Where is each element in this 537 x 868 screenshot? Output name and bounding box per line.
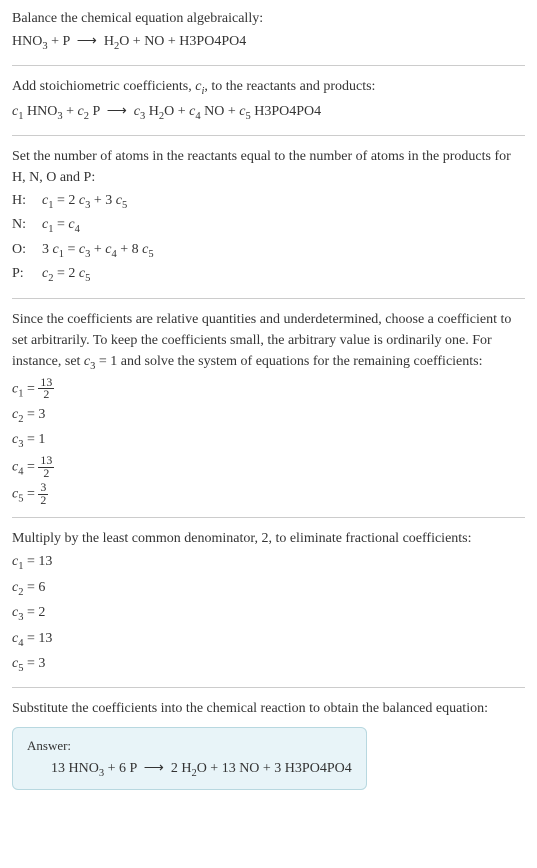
- divider: [12, 65, 525, 66]
- atoms-row: P:c2 = 2 c5: [12, 263, 525, 288]
- atoms-row-value: c1 = c4: [42, 214, 525, 239]
- multiply-intro: Multiply by the least common denominator…: [12, 528, 525, 549]
- atoms-row-value: c1 = 2 c3 + 3 c5: [42, 190, 525, 215]
- intro-equation: HNO3 + P ⟶ H2O + NO + H3PO4PO4: [12, 31, 525, 55]
- atoms-row: H:c1 = 2 c3 + 3 c5: [12, 190, 525, 215]
- divider: [12, 517, 525, 518]
- atoms-row-label: H:: [12, 190, 42, 215]
- atoms-section: Set the number of atoms in the reactants…: [12, 146, 525, 288]
- atoms-row-value: 3 c1 = c3 + c4 + 8 c5: [42, 239, 525, 264]
- intro-section: Balance the chemical equation algebraica…: [12, 8, 525, 55]
- answer-box: Answer: 13 HNO3 + 6 P ⟶ 2 H2O + 13 NO + …: [12, 727, 367, 790]
- stoich-line1: Add stoichiometric coefficients, ci, to …: [12, 76, 525, 100]
- multiply-line: c5 = 3: [12, 653, 525, 677]
- atoms-row-label: P:: [12, 263, 42, 288]
- atoms-row: N:c1 = c4: [12, 214, 525, 239]
- solve-lines: c1 = 132c2 = 3c3 = 1c4 = 132c5 = 32: [12, 377, 525, 508]
- multiply-line: c1 = 13: [12, 551, 525, 575]
- intro-line1: Balance the chemical equation algebraica…: [12, 8, 525, 29]
- divider: [12, 135, 525, 136]
- answer-content: 13 HNO3 + 6 P ⟶ 2 H2O + 13 NO + 3 H3PO4P…: [27, 760, 352, 779]
- solve-intro: Since the coefficients are relative quan…: [12, 309, 525, 375]
- solve-line: c1 = 132: [12, 377, 525, 402]
- solve-line: c5 = 32: [12, 482, 525, 507]
- atoms-row-label: N:: [12, 214, 42, 239]
- multiply-line: c3 = 2: [12, 602, 525, 626]
- multiply-lines: c1 = 13c2 = 6c3 = 2c4 = 13c5 = 3: [12, 551, 525, 677]
- multiply-line: c2 = 6: [12, 577, 525, 601]
- atoms-table: H:c1 = 2 c3 + 3 c5N:c1 = c4O:3 c1 = c3 +…: [12, 190, 525, 288]
- atoms-intro: Set the number of atoms in the reactants…: [12, 146, 525, 188]
- solve-line: c3 = 1: [12, 429, 525, 453]
- substitute-section: Substitute the coefficients into the che…: [12, 698, 525, 790]
- solve-line: c4 = 132: [12, 455, 525, 480]
- multiply-line: c4 = 13: [12, 628, 525, 652]
- stoich-equation: c1 HNO3 + c2 P ⟶ c3 H2O + c4 NO + c5 H3P…: [12, 101, 525, 125]
- multiply-section: Multiply by the least common denominator…: [12, 528, 525, 677]
- divider: [12, 298, 525, 299]
- solve-section: Since the coefficients are relative quan…: [12, 309, 525, 507]
- atoms-row-label: O:: [12, 239, 42, 264]
- divider: [12, 687, 525, 688]
- answer-label: Answer:: [27, 738, 352, 754]
- solve-line: c2 = 3: [12, 404, 525, 428]
- atoms-row: O:3 c1 = c3 + c4 + 8 c5: [12, 239, 525, 264]
- stoich-section: Add stoichiometric coefficients, ci, to …: [12, 76, 525, 125]
- substitute-intro: Substitute the coefficients into the che…: [12, 698, 525, 719]
- atoms-row-value: c2 = 2 c5: [42, 263, 525, 288]
